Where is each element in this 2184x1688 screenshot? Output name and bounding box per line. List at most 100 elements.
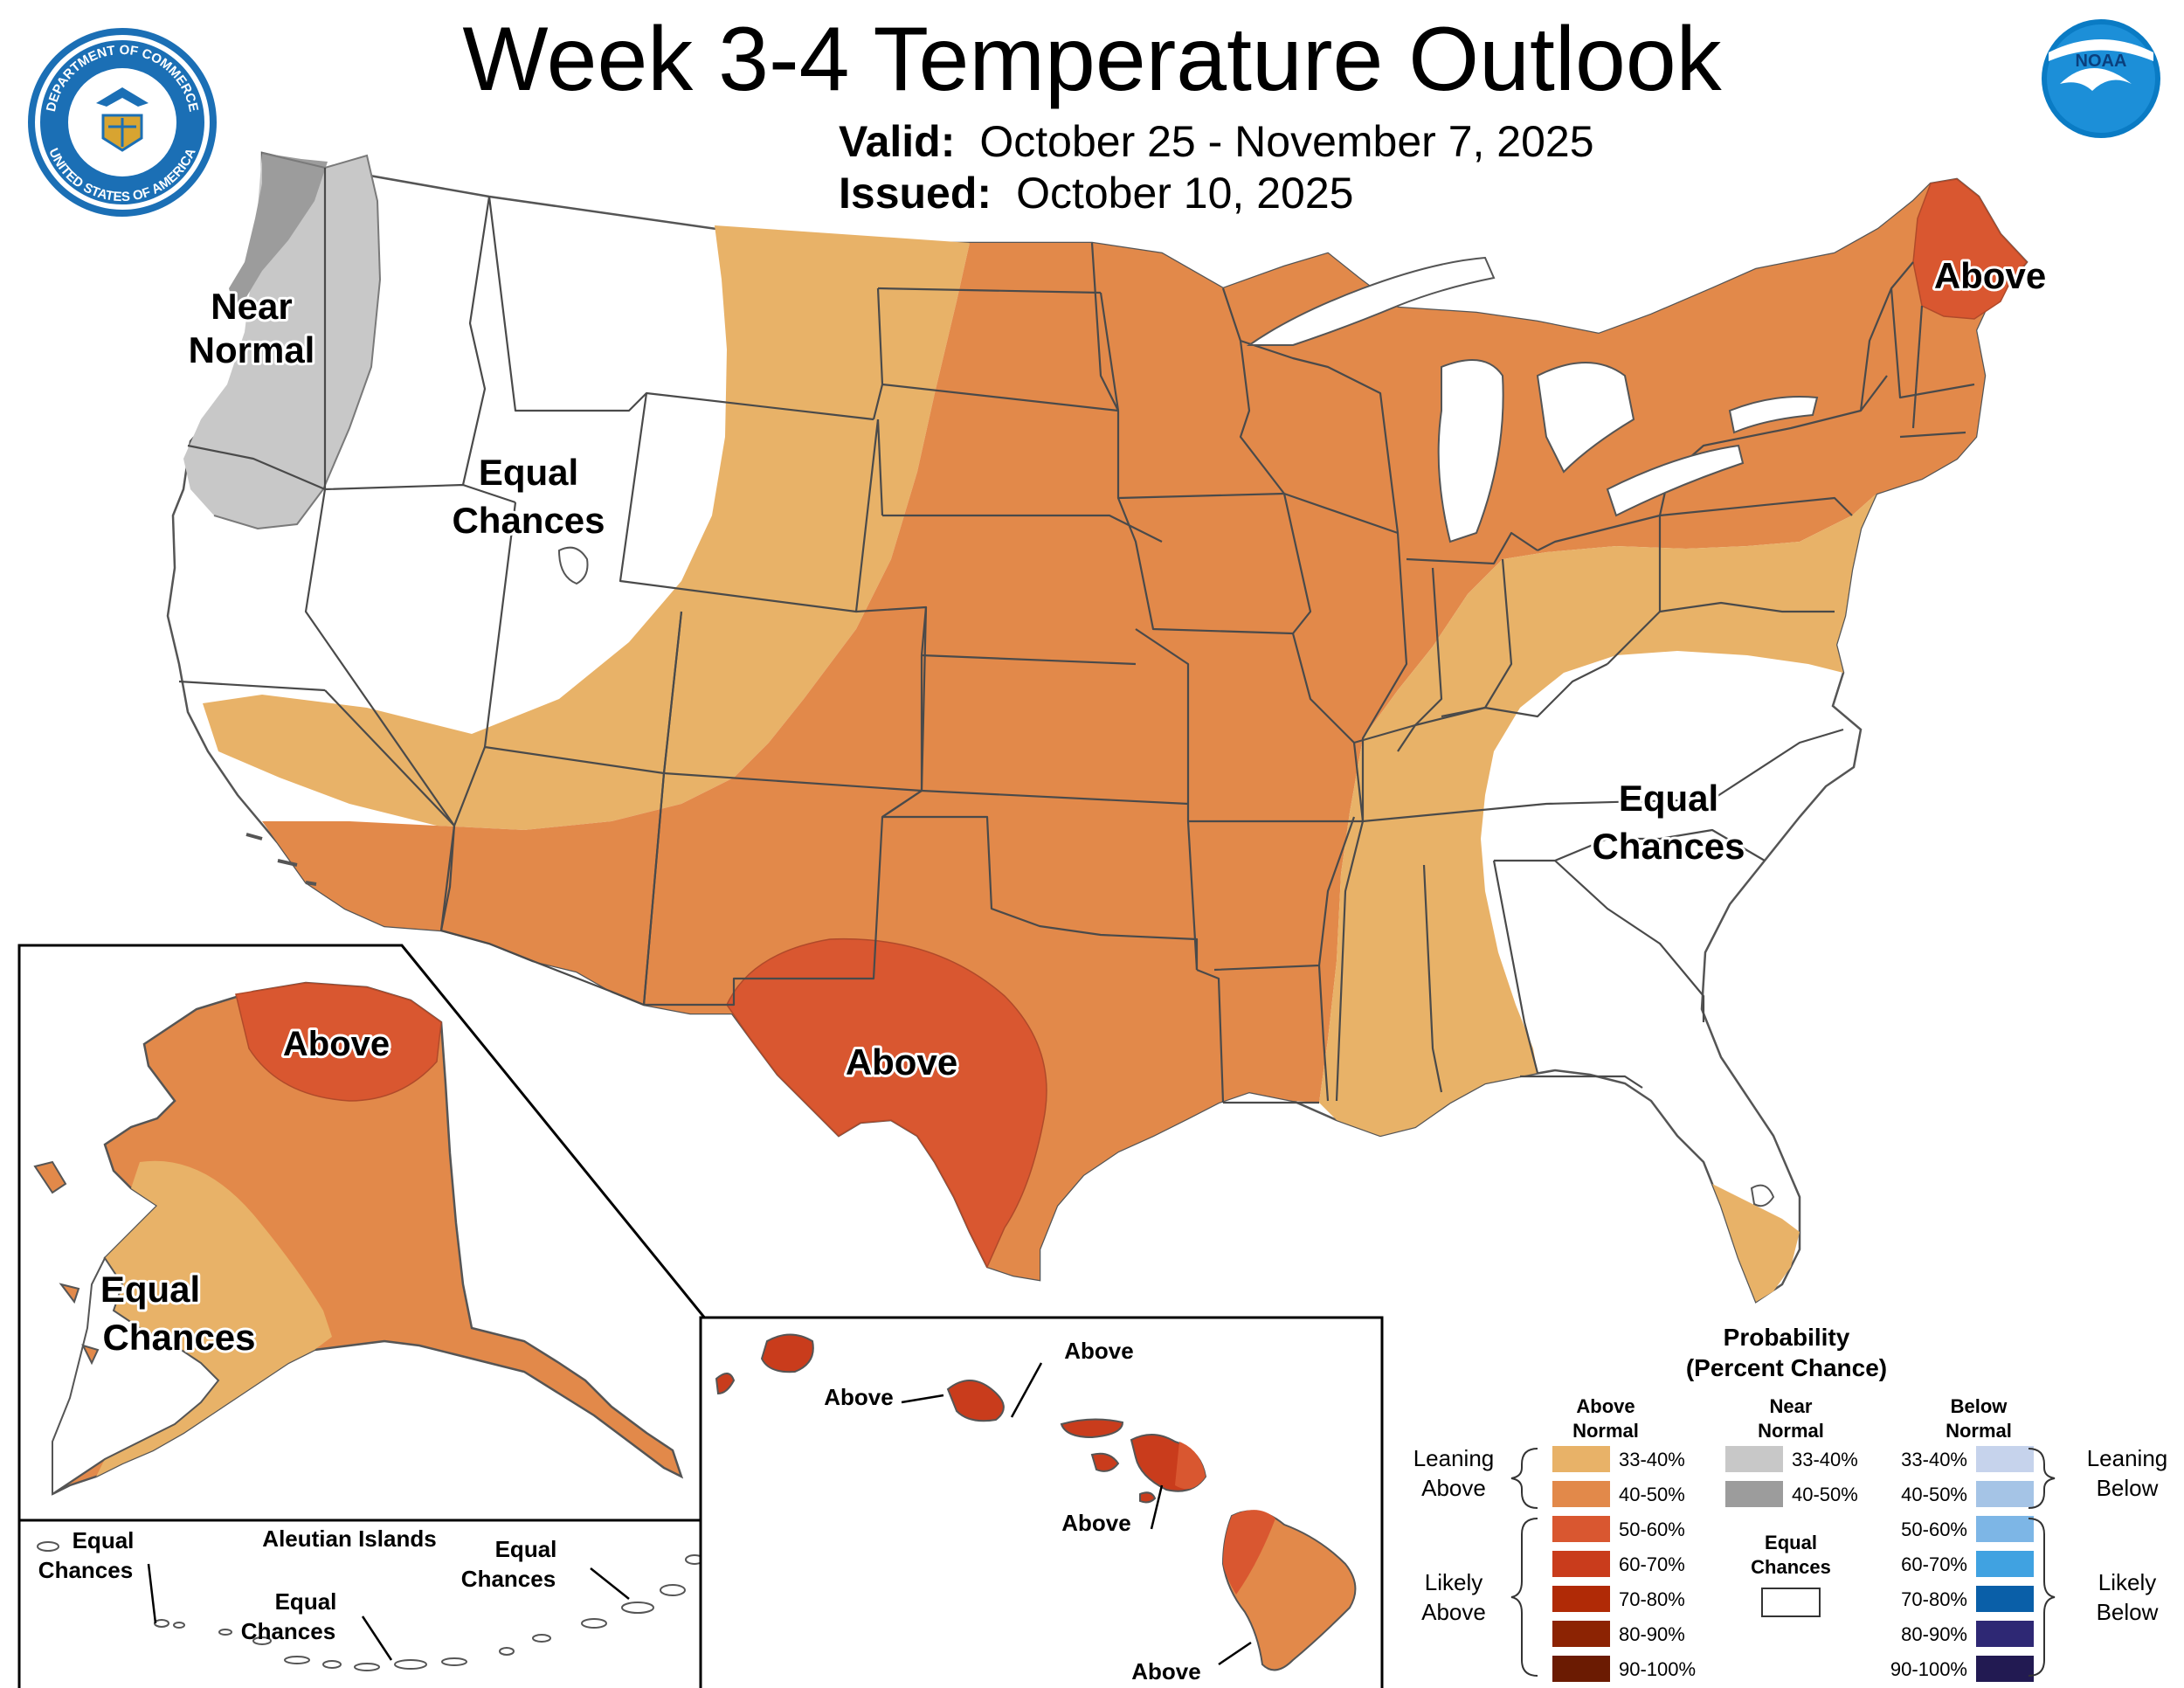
alaska-likely-above-region [235,982,442,1102]
hawaii-inset: Above Above Above Above [699,1316,1384,1688]
legend-likely-below-line1: Likely [2098,1569,2156,1595]
hawaii-oahu [946,1380,1005,1422]
legend-likely-above-line1: Likely [1425,1569,1482,1595]
hawaii-niihau [715,1373,736,1395]
legend-above-header-line2: Normal [1572,1420,1639,1442]
label-near-normal-line1: Near [211,286,292,327]
hawaii-lanai [1090,1452,1120,1472]
likely-above-region-maine [1912,178,2028,320]
legend-above-swatches: 33-40% 40-50% 50-60% 60-70% 70-80% 80-90% 90-1… [1552,1446,1696,1682]
legend-above-label-2: 50-60% [1619,1519,1685,1540]
map-title: Week 3-4 Temperature Outlook [462,9,1722,110]
alaska-inset: Above Equal Chances [17,944,708,1522]
legend-below-header-line2: Normal [1946,1420,2012,1442]
legend-likely-below-line2: Below [2097,1599,2159,1625]
alaska-equal-chances-region [52,1256,220,1496]
legend-near-swatch-0 [1725,1446,1783,1472]
legend-above-swatch-2 [1552,1516,1610,1542]
noaa-logo-text: NOAA [2076,52,2127,71]
legend-leaning-below-line2: Below [2097,1475,2159,1501]
legend-below-swatch-1 [1976,1481,2034,1507]
legend-below-header-line1: Below [1951,1395,2008,1417]
conus-map [166,151,2028,1304]
leaning-above-region-west [203,225,970,830]
legend-below-swatch-4 [1976,1586,2034,1612]
label-aleutian-equal-chances-3-line2: Chances [461,1566,556,1592]
legend-equal-chances-swatch [1761,1588,1821,1617]
legend-below-label-0: 33-40% [1901,1449,1967,1470]
hawaii-molokai [1060,1418,1124,1439]
legend-above-label-1: 40-50% [1619,1484,1685,1505]
label-aleutian-equal-chances-3-line1: Equal [495,1536,557,1562]
legend-near-header-line1: Near [1770,1395,1813,1417]
lake-okeechobee [1750,1184,1775,1207]
legend-below-swatches: 33-40% 40-50% 50-60% 60-70% 70-80% 80-90% 90-1… [1890,1446,2034,1682]
conus-labels: Near Normal Equal Chances Equal Chances … [186,253,2049,1085]
legend-above-label-0: 33-40% [1619,1449,1685,1470]
label-alaska-equal-chances-line1: Equal [100,1269,200,1310]
label-above-texas: Above [846,1041,957,1083]
legend: Probability (Percent Chance) Above Norma… [1413,1324,2168,1682]
legend-equal-chances-line2: Chances [1751,1556,1831,1578]
legend-equal-chances-line1: Equal [1765,1532,1817,1553]
legend-likely-above-line2: Above [1421,1599,1486,1625]
legend-below-label-2: 50-60% [1901,1519,1967,1540]
legend-leaning-above-line1: Leaning [1413,1445,1495,1471]
legend-below-label-4: 70-80% [1901,1588,1967,1610]
label-equal-chances-west-line1: Equal [479,452,578,493]
legend-above-label-6: 90-100% [1619,1658,1696,1680]
label-aleutian-equal-chances-1-line2: Chances [38,1557,133,1583]
near-normal-region [183,153,380,529]
legend-leaning-below-line1: Leaning [2087,1445,2168,1471]
aleutian-inset: Aleutian Islands Equal Chances Equal Cha… [17,1519,708,1688]
legend-leaning-above-line2: Above [1421,1475,1486,1501]
legend-above-header-line1: Above [1576,1395,1635,1417]
legend-above-label-5: 80-90% [1619,1623,1685,1645]
legend-near-swatches: 33-40% 40-50% [1725,1446,1858,1507]
likely-above-region-texas [726,937,1047,1269]
great-lakes-water [1246,256,1819,543]
legend-below-label-1: 40-50% [1901,1484,1967,1505]
legend-near-label-0: 33-40% [1792,1449,1858,1470]
legend-near-label-1: 40-50% [1792,1484,1858,1505]
alaska-leaning-above-region [96,1160,332,1477]
issued-line: Issued: October 10, 2025 [839,167,1353,219]
legend-below-label-6: 90-100% [1890,1658,1967,1680]
great-salt-lake [557,546,589,585]
label-aleutian-equal-chances-2-line1: Equal [275,1588,337,1615]
legend-above-label-4: 70-80% [1619,1588,1685,1610]
label-hawaii-above-2: Above [824,1384,893,1410]
legend-below-swatch-3 [1976,1551,2034,1577]
legend-below-swatch-0 [1976,1446,2034,1472]
legend-above-swatch-4 [1552,1586,1610,1612]
legend-title: Probability [1724,1324,1850,1351]
legend-below-swatch-5 [1976,1621,2034,1647]
hawaii-kahoolawe [1139,1491,1157,1504]
valid-label: Valid: [839,117,956,166]
label-equal-chances-west-line2: Chances [452,500,605,541]
legend-above-swatch-0 [1552,1446,1610,1472]
noaa-logo: NOAA [2042,19,2160,138]
leaning-above-region-east [1319,494,1876,1136]
commerce-seal-logo: DEPARTMENT OF COMMERCE UNITED STATES OF … [28,28,217,217]
valid-line: Valid: October 25 - November 7, 2025 [839,115,1594,168]
label-equal-chances-east-line2: Chances [1592,826,1745,867]
leaning-above-region-florida [1712,1184,1800,1302]
legend-above-swatch-3 [1552,1551,1610,1577]
label-above-maine: Above [1934,255,2046,296]
legend-below-label-5: 80-90% [1901,1623,1967,1645]
legend-above-swatch-5 [1552,1621,1610,1647]
near-normal-darker-region [229,153,328,315]
state-boundaries [178,168,1975,1104]
label-alaska-above: Above [283,1025,390,1063]
legend-near-header-line2: Normal [1758,1420,1824,1442]
label-hawaii-above-3: Above [1061,1510,1130,1536]
label-alaska-equal-chances-line2: Chances [102,1317,255,1358]
label-hawaii-above-4: Above [1131,1658,1200,1685]
label-equal-chances-east-line1: Equal [1619,778,1718,819]
label-aleutian-equal-chances-2-line2: Chances [241,1618,335,1644]
legend-above-swatch-6 [1552,1656,1610,1682]
label-near-normal-line2: Normal [189,329,315,370]
label-aleutian-equal-chances-1-line1: Equal [73,1527,135,1553]
